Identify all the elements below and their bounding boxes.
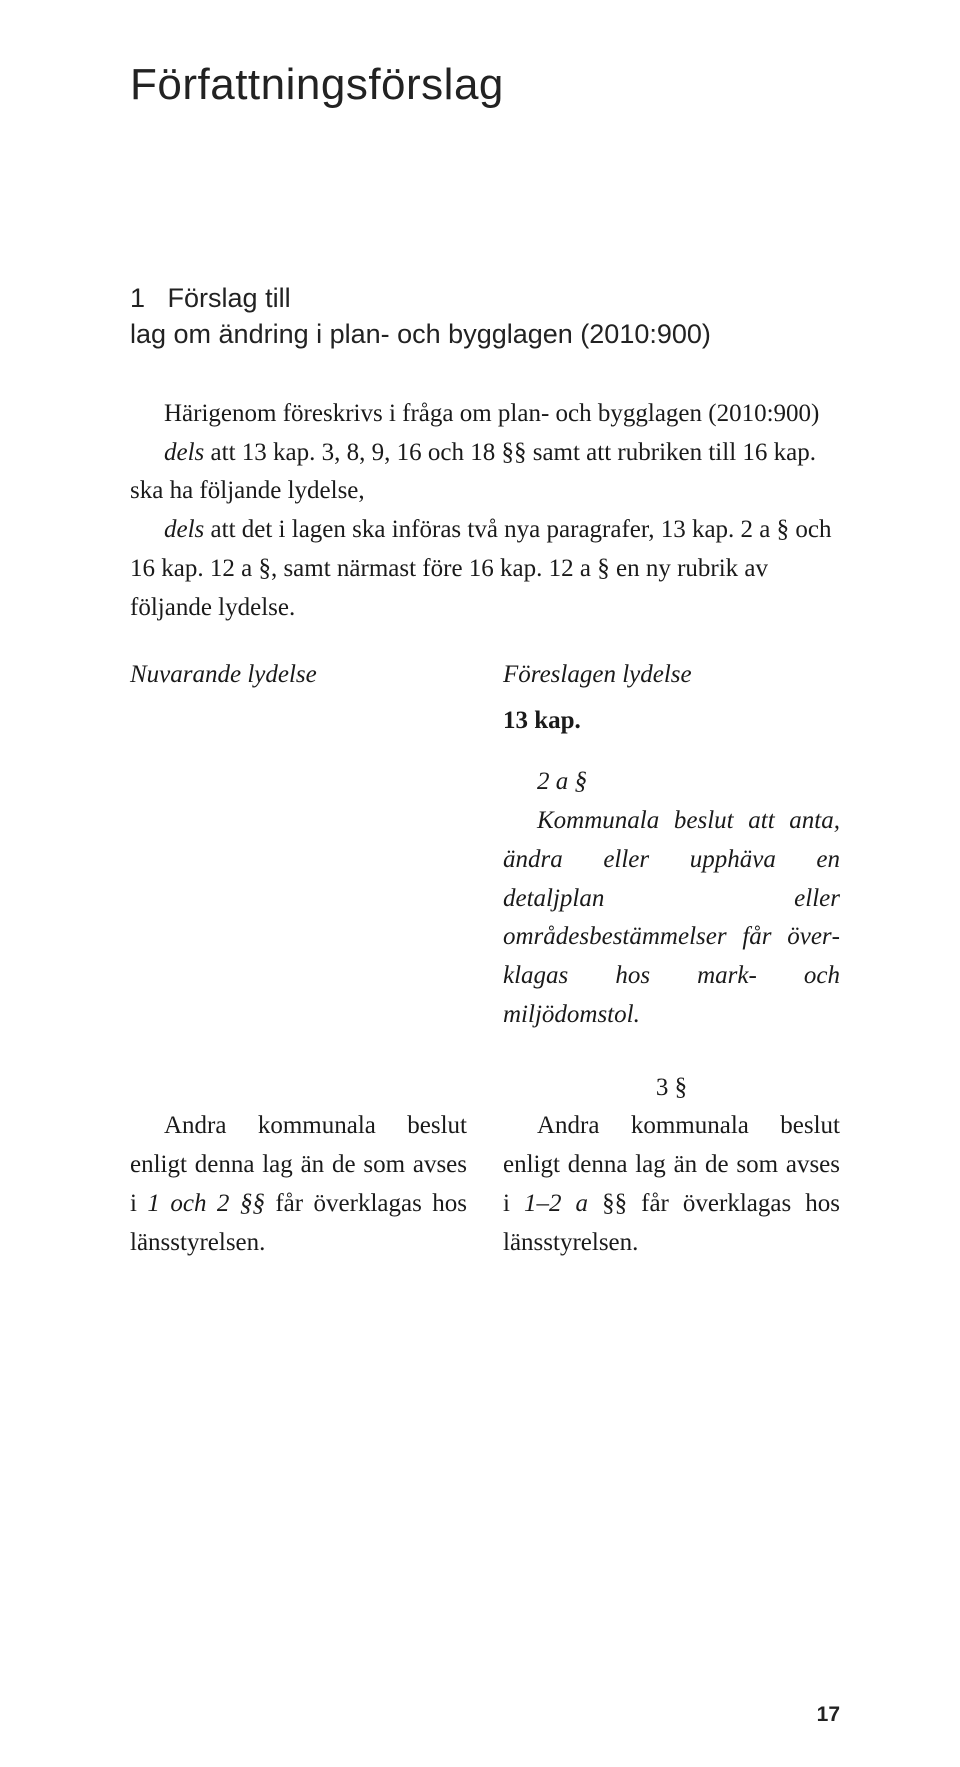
page-number: 17 [817, 1703, 840, 1727]
left-3-em: 1 och 2 §§ [147, 1190, 264, 1217]
right-col-header: Föreslagen lydelse [485, 661, 840, 689]
section-title: Förslag till lag om ändring i plan- och … [130, 283, 711, 349]
para-3-label-right: 3 § [503, 1069, 840, 1108]
para-2a: 2 a § [503, 763, 840, 802]
right-3-body: Andra kommunala beslut enligt denna lag … [503, 1107, 840, 1262]
intro-line-2: dels att 13 kap. 3, 8, 9, 16 och 18 §§ s… [130, 434, 840, 512]
chapter-label: 13 kap. [130, 707, 840, 735]
left-col-3: 3 § Andra kommunala beslut enligt denna … [130, 1069, 485, 1263]
intro-dels-2: dels [164, 516, 204, 543]
para-2a-label: 2 a § [537, 768, 587, 795]
section-heading: 1 Förslag till lag om ändring i plan- oc… [130, 280, 840, 353]
columns-row-2a: 2 a § Kommunala beslut att anta, ändra e… [130, 763, 840, 1068]
intro-line-3: dels att det i lagen ska införas två nya… [130, 511, 840, 627]
columns-row-3: 3 § Andra kommunala beslut enligt denna … [130, 1069, 840, 1263]
intro-dels-1: dels [164, 439, 204, 466]
left-col-header: Nuvarande lydelse [130, 661, 485, 689]
chapter-text: 13 kap. [485, 707, 581, 734]
left-3-body: Andra kommunala beslut enligt denna lag … [130, 1107, 467, 1262]
columns-header: Nuvarande lydelse Föreslagen lydelse [130, 661, 840, 689]
right-col-2a: 2 a § Kommunala beslut att anta, ändra e… [485, 763, 840, 1034]
document-page: Författningsförslag 1 Förslag till lag o… [0, 0, 960, 1767]
page-title: Författningsförslag [130, 60, 840, 110]
intro-line-2-text: att 13 kap. 3, 8, 9, 16 och 18 §§ samt a… [130, 439, 816, 505]
left-col-2a [130, 763, 485, 1068]
section-number: 1 [130, 283, 145, 313]
para-2a-body: Kommunala beslut att anta, ändra eller u… [503, 802, 840, 1035]
intro-line-3-text: att det i lagen ska införas två nya para… [130, 516, 832, 621]
intro-line-1: Härigenom föreskrivs i fråga om plan- oc… [130, 395, 840, 434]
right-col-3: 3 § Andra kommunala beslut enligt denna … [485, 1069, 840, 1263]
right-3-em: 1–2 a [524, 1190, 588, 1217]
intro-paragraph: Härigenom föreskrivs i fråga om plan- oc… [130, 395, 840, 628]
